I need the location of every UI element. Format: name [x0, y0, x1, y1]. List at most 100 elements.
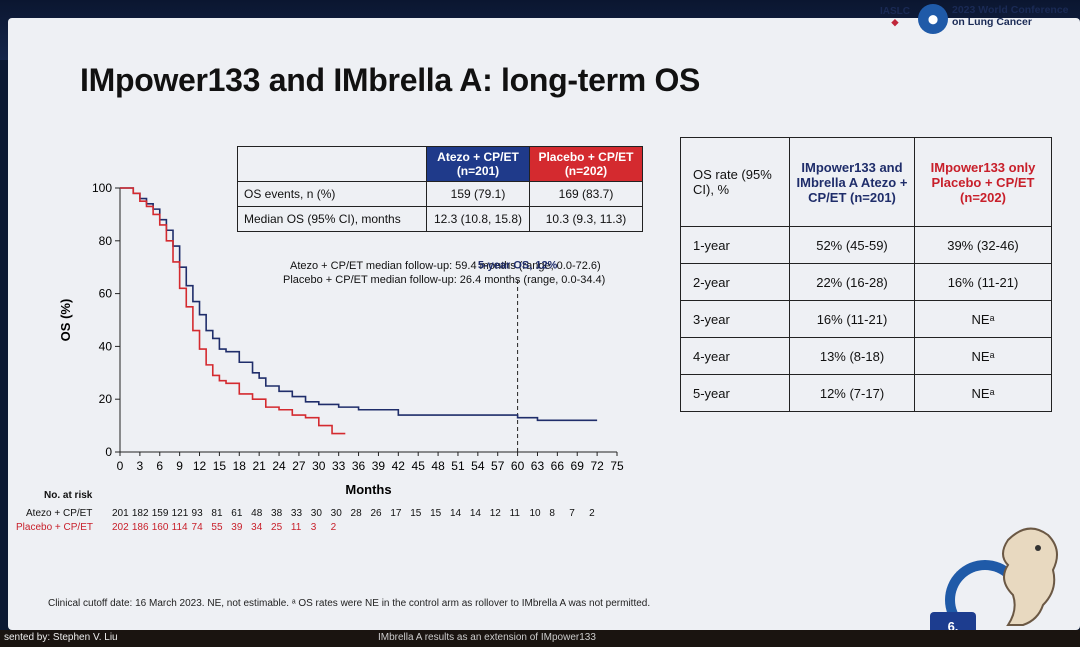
- risk-atezo-count: 28: [350, 508, 362, 519]
- risk-atezo-count: 61: [231, 508, 243, 519]
- x-tick-label: 33: [332, 459, 346, 473]
- annotation-label: 5-year OS, 12%: [478, 259, 558, 271]
- risk-placebo-count: 114: [171, 522, 188, 533]
- risk-atezo-count: 7: [569, 508, 575, 519]
- y-tick-label: 20: [99, 392, 113, 406]
- risk-atezo-count: 15: [410, 508, 422, 519]
- risk-atezo-count: 121: [171, 508, 189, 519]
- risk-atezo-count: 15: [430, 508, 442, 519]
- risk-atezo-count: 48: [251, 508, 263, 519]
- risk-placebo-label: Placebo + CP/ET: [16, 522, 93, 533]
- y-tick-label: 0: [105, 445, 112, 459]
- atezo-curve: [120, 187, 598, 422]
- risk-placebo-count: 74: [191, 522, 203, 533]
- rate-placebo: NEᵃ: [914, 374, 1052, 412]
- atezo-value: 159 (79.1): [426, 181, 530, 207]
- risk-atezo-count: 14: [469, 508, 481, 519]
- risk-atezo-count: 38: [271, 508, 283, 519]
- x-tick-label: 39: [372, 459, 386, 473]
- x-tick-label: 72: [590, 459, 604, 473]
- risk-atezo-label: Atezo + CP/ET: [26, 508, 93, 519]
- presenter-label: sented by: Stephen V. Liu: [4, 632, 118, 643]
- x-tick-label: 57: [491, 459, 505, 473]
- footnote: Clinical cutoff date: 16 March 2023. NE,…: [48, 598, 651, 609]
- rate-header-atezo: IMpower133 and IMbrella A Atezo + CP/ET …: [789, 137, 915, 227]
- x-tick-label: 24: [272, 459, 286, 473]
- x-tick-label: 18: [233, 459, 247, 473]
- y-axis-label: OS (%): [58, 299, 73, 342]
- placebo-curve: [120, 187, 346, 435]
- rate-atezo: 16% (11-21): [789, 300, 915, 338]
- x-tick-label: 30: [312, 459, 326, 473]
- risk-placebo-count: 34: [251, 522, 263, 533]
- x-tick-label: 66: [551, 459, 565, 473]
- x-tick-label: 42: [392, 459, 406, 473]
- risk-title: No. at risk: [44, 490, 93, 501]
- iaslc-logo: IASLC ◆: [880, 6, 910, 27]
- x-tick-label: 51: [451, 459, 465, 473]
- followup-atezo: Atezo + CP/ET median follow-up: 59.4 mon…: [290, 260, 601, 272]
- x-tick-label: 12: [193, 459, 207, 473]
- rate-row-label: 2-year: [680, 263, 790, 301]
- summary-header-placebo: Placebo + CP/ET (n=202): [529, 146, 643, 182]
- rate-atezo: 13% (8-18): [789, 337, 915, 375]
- y-tick-label: 100: [92, 181, 112, 195]
- risk-atezo-count: 12: [489, 508, 501, 519]
- y-tick-label: 40: [99, 339, 113, 353]
- y-tick-label: 80: [99, 234, 113, 248]
- x-tick-label: 45: [412, 459, 426, 473]
- rate-placebo: NEᵃ: [914, 300, 1052, 338]
- rate-row-label: 5-year: [680, 374, 790, 412]
- merlion-mascot-icon: [1002, 527, 1058, 626]
- x-tick-label: 60: [511, 459, 525, 473]
- risk-atezo-count: 33: [290, 508, 303, 519]
- risk-placebo-count: 11: [290, 522, 302, 533]
- bottom-banner: IMbrella A results as an extension of IM…: [378, 632, 596, 643]
- risk-atezo-count: 182: [131, 508, 149, 519]
- risk-placebo-count: 25: [271, 522, 283, 533]
- row-label: Median OS (95% CI), months: [237, 206, 427, 232]
- risk-atezo-count: 81: [211, 508, 223, 519]
- rate-placebo: 39% (32-46): [914, 226, 1052, 264]
- followup-placebo: Placebo + CP/ET median follow-up: 26.4 m…: [283, 274, 606, 286]
- risk-atezo-count: 8: [549, 508, 555, 519]
- x-tick-label: 0: [117, 459, 124, 473]
- rate-header-placebo: IMpower133 only Placebo + CP/ET (n=202): [914, 137, 1052, 227]
- risk-atezo-count: 11: [509, 508, 520, 519]
- rate-row-label: 3-year: [680, 300, 790, 338]
- risk-atezo-count: 14: [449, 508, 462, 519]
- x-tick-label: 48: [431, 459, 445, 473]
- x-tick-label: 69: [571, 459, 585, 473]
- placebo-value: 10.3 (9.3, 11.3): [529, 206, 643, 232]
- x-tick-label: 63: [531, 459, 545, 473]
- rate-placebo: NEᵃ: [914, 337, 1052, 375]
- x-tick-label: 6: [156, 459, 163, 473]
- x-tick-label: 54: [471, 459, 485, 473]
- risk-atezo-count: 2: [589, 508, 595, 519]
- atezo-value: 12.3 (10.8, 15.8): [426, 206, 530, 232]
- rate-header-label: OS rate (95% CI), %: [680, 137, 790, 227]
- x-tick-label: 15: [213, 459, 227, 473]
- rate-atezo: 22% (16-28): [789, 263, 915, 301]
- wclc-logo-icon: ⬤: [918, 4, 948, 34]
- risk-atezo-count: 201: [112, 508, 129, 519]
- os-rate-table: OS rate (95% CI), % IMpower133 and IMbre…: [680, 137, 1052, 412]
- summary-table: Atezo + CP/ET (n=201) Placebo + CP/ET (n…: [237, 146, 643, 232]
- risk-placebo-count: 2: [330, 522, 337, 533]
- rate-atezo: 12% (7-17): [789, 374, 915, 412]
- bottom-strip: sented by: Stephen V. Liu IMbrella A res…: [0, 630, 1080, 647]
- x-tick-label: 75: [610, 459, 624, 473]
- x-tick-label: 27: [292, 459, 306, 473]
- rate-row-label: 4-year: [680, 337, 790, 375]
- rate-placebo: 16% (11-21): [914, 263, 1052, 301]
- risk-atezo-count: 26: [370, 508, 382, 519]
- risk-placebo-count: 186: [131, 522, 149, 533]
- x-tick-label: 3: [137, 459, 144, 473]
- risk-atezo-count: 10: [529, 508, 541, 519]
- x-axis-label: Months: [345, 482, 391, 497]
- y-tick-label: 60: [99, 287, 113, 301]
- risk-placebo-count: 202: [112, 522, 129, 533]
- decorative-arc: [945, 560, 1025, 640]
- risk-placebo-count: 3: [310, 522, 317, 533]
